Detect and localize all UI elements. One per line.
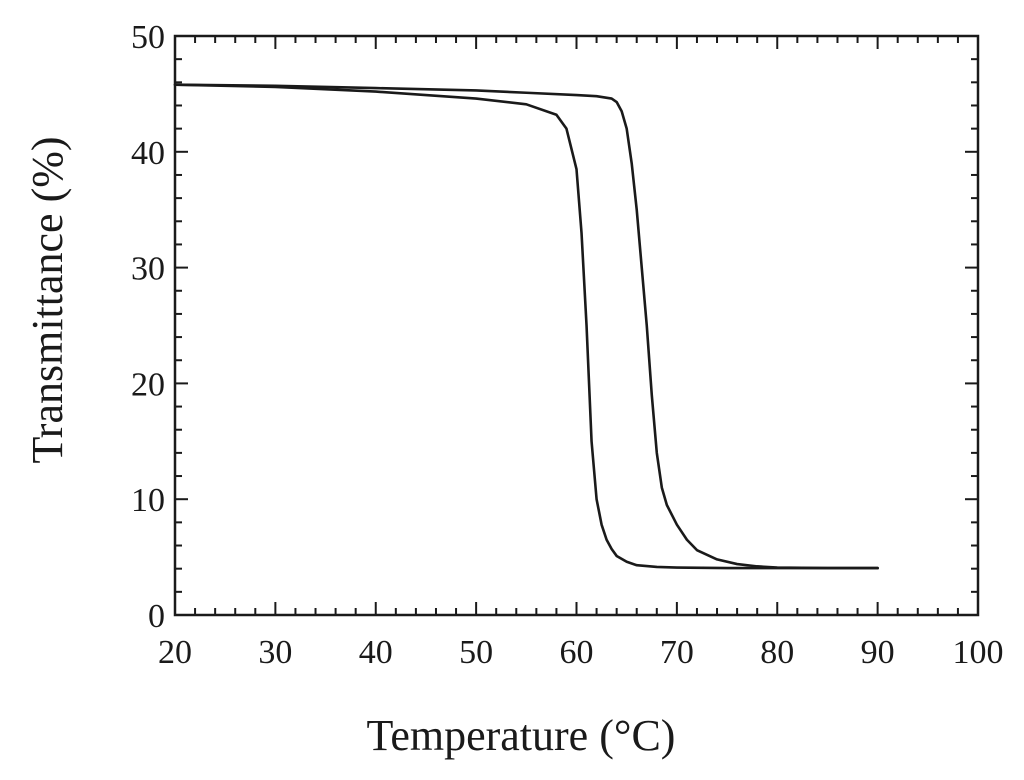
- x-tick-label: 30: [258, 634, 292, 671]
- x-tick-label: 20: [158, 634, 192, 671]
- y-tick-label: 30: [131, 251, 165, 288]
- y-axis-title: Transmittance (%): [23, 136, 72, 463]
- minor-ticks: [175, 36, 978, 615]
- plot-frame: [173, 34, 980, 617]
- x-tick-label: 60: [560, 634, 594, 671]
- x-tick-label: 80: [760, 634, 794, 671]
- major-ticks: [174, 35, 979, 616]
- y-tick-labels: 0 10 20 30 40 50: [131, 19, 165, 635]
- series-line-1: [173, 83, 879, 570]
- x-tick-label: 50: [459, 634, 493, 671]
- y-tick-label: 20: [131, 366, 165, 403]
- series-layer: [173, 83, 879, 570]
- x-tick-labels: 20 30 40 50 60 70 80 90 100: [158, 634, 1004, 671]
- x-axis-title: Temperature (°C): [367, 711, 676, 760]
- y-tick-label: 50: [131, 19, 165, 56]
- x-tick-label: 40: [359, 634, 393, 671]
- series-line-2: [173, 83, 879, 570]
- y-tick-label: 0: [148, 598, 165, 635]
- x-tick-label: 70: [660, 634, 694, 671]
- y-tick-label: 10: [131, 482, 165, 519]
- y-tick-label: 40: [131, 135, 165, 172]
- x-tick-label: 100: [953, 634, 1004, 671]
- x-tick-label: 90: [861, 634, 895, 671]
